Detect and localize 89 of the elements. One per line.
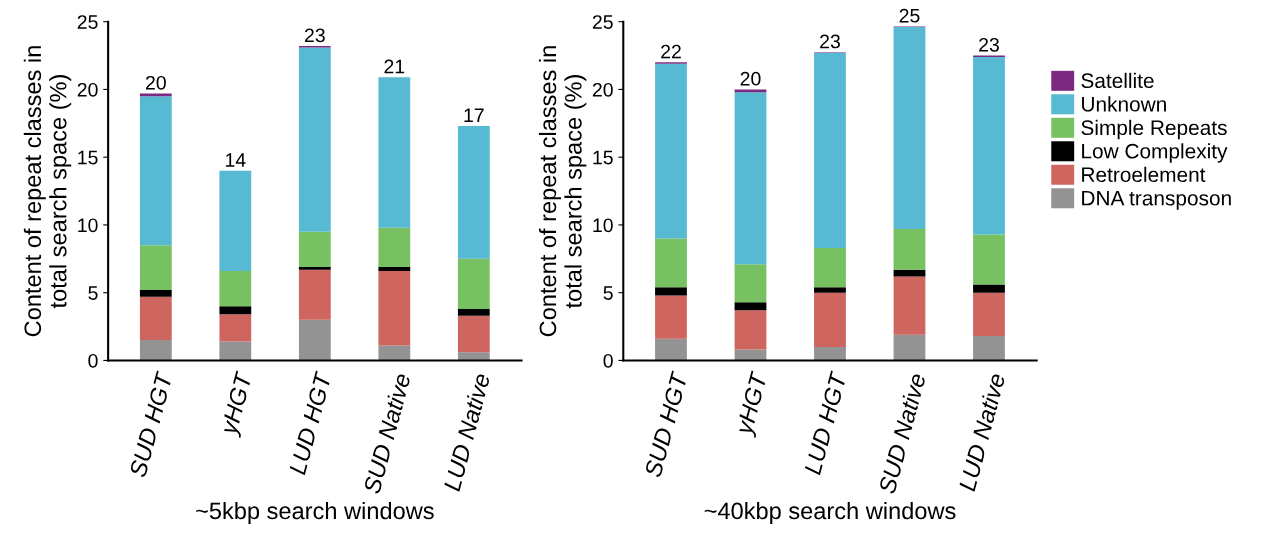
y-tick-label: 0 (603, 353, 613, 368)
bar (298, 266, 331, 270)
y-tick-label: 20 (592, 82, 613, 97)
bar (655, 338, 687, 361)
bar (139, 96, 172, 246)
total-label: 20 (145, 75, 166, 90)
y-tick-label: 15 (593, 150, 613, 165)
bar (298, 231, 331, 267)
x-tick-label: LUD Native (957, 372, 1006, 492)
total-label: 23 (979, 37, 999, 52)
x-tick-label: LUD HGT (288, 370, 332, 476)
y-tick-label: 0 (88, 353, 98, 368)
y-tick-label: 25 (77, 15, 98, 29)
legend-label: Low Complexity (1082, 143, 1228, 163)
total-label: 22 (661, 44, 681, 59)
total-label: 17 (464, 108, 484, 122)
bar (973, 56, 1005, 235)
total-label: 14 (225, 153, 246, 167)
total-label: 21 (384, 59, 405, 74)
bar (139, 245, 172, 290)
bar (893, 334, 926, 361)
bar (457, 126, 490, 259)
x-tick-label: yHGT (734, 370, 773, 439)
bar (298, 47, 331, 232)
bar (219, 271, 252, 307)
bar (734, 302, 767, 311)
legend-label: Unknown (1082, 96, 1166, 112)
y-tick-label: 5 (88, 286, 98, 300)
bar (655, 295, 687, 339)
legend-label: Simple Repeats (1081, 119, 1227, 140)
x-axis-title: ~40kbp search windows (704, 501, 956, 524)
bar (219, 314, 252, 342)
bar (893, 27, 926, 229)
bar (378, 266, 411, 271)
x-tick-label: SUD HGT (644, 370, 689, 479)
bar (219, 341, 252, 361)
bar (973, 292, 1005, 337)
bar (973, 234, 1005, 285)
x-tick-label: SUD Native (362, 372, 411, 495)
bar (378, 271, 411, 346)
y-axis-title: Content of repeat classes in total search space (%) (23, 46, 72, 337)
bar (973, 284, 1005, 293)
x-axis-title: ~5kbp search windows (196, 501, 434, 524)
x-tick-label: LUD Native (442, 372, 491, 492)
legend-label: Satellite (1081, 72, 1154, 89)
y-tick-label: 5 (603, 286, 613, 300)
bar (734, 92, 767, 265)
y-tick-label: 10 (78, 218, 98, 233)
bar (734, 89, 767, 93)
bar (139, 93, 172, 97)
bar (298, 269, 331, 320)
bar (457, 258, 490, 309)
y-tick-label: 20 (77, 82, 98, 97)
y-axis-title: Content of repeat classes in total search space (%) (538, 46, 587, 337)
bar (814, 287, 846, 293)
bar (457, 308, 490, 316)
bar (655, 238, 687, 288)
x-tick-label: LUD HGT (803, 370, 848, 476)
bar (893, 229, 926, 270)
bar (814, 52, 846, 248)
y-tick-label: 25 (592, 15, 613, 29)
bar (139, 340, 172, 361)
total-label: 25 (899, 8, 920, 23)
bar (219, 170, 252, 271)
bar (893, 276, 926, 335)
legend-label: DNA transposon (1082, 191, 1231, 210)
bar (734, 310, 767, 350)
bar (219, 306, 252, 315)
bar (814, 292, 846, 347)
x-tick-label: SUD Native (877, 372, 927, 495)
y-tick-label: 15 (78, 150, 98, 165)
bar (139, 289, 172, 297)
total-label: 23 (304, 28, 325, 43)
bar (139, 296, 172, 341)
bar (457, 315, 490, 353)
bar (814, 247, 846, 288)
bar (655, 287, 687, 296)
bar (378, 227, 411, 267)
bar (734, 264, 767, 303)
bar (973, 336, 1005, 361)
x-tick-label: SUD HGT (129, 370, 173, 479)
x-tick-label: yHGT (219, 370, 257, 439)
legend-label: Retroelement (1082, 166, 1206, 183)
total-label: 20 (740, 71, 761, 86)
y-tick-label: 10 (593, 218, 613, 233)
bar (655, 63, 687, 239)
total-label: 23 (820, 34, 840, 49)
bar (298, 319, 331, 361)
bar (378, 77, 411, 228)
